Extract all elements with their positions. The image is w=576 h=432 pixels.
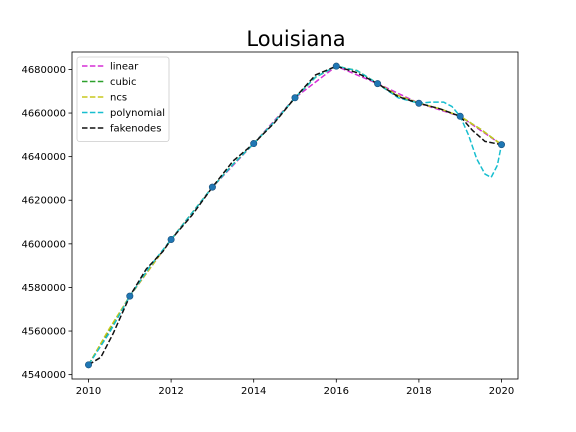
data-point <box>497 141 505 149</box>
x-tick-label: 2012 <box>158 386 183 397</box>
data-point <box>415 99 423 107</box>
y-tick-label: 4660000 <box>21 109 66 120</box>
legend-label-fakenodes: fakenodes <box>110 124 161 135</box>
legend-box <box>76 56 170 142</box>
series-line-polynomial <box>87 65 503 366</box>
y-tick-label: 4600000 <box>21 239 66 250</box>
y-tick-label: 4620000 <box>21 196 66 207</box>
series-group <box>87 65 503 366</box>
y-tick-label: 4680000 <box>21 65 66 76</box>
chart-title: Louisiana <box>246 27 345 51</box>
data-point <box>85 361 93 369</box>
data-point <box>208 183 216 191</box>
data-point <box>332 62 340 70</box>
data-point <box>250 140 258 148</box>
x-tick-label: 2018 <box>406 386 431 397</box>
y-tick-label: 4540000 <box>21 370 66 381</box>
x-tick-label: 2020 <box>489 386 514 397</box>
data-point <box>167 235 175 243</box>
plot-area <box>85 62 505 369</box>
axes: 2010 2012 2014 2016 2018 2020 4540000 4560000 45… <box>21 51 519 397</box>
legend-label-linear: linear <box>110 62 139 73</box>
data-point <box>374 80 382 88</box>
x-tick-label: 2014 <box>241 386 266 397</box>
legend-label-ncs: ncs <box>110 93 127 104</box>
plot-frame <box>71 51 519 380</box>
y-tick-label: 4640000 <box>21 152 66 163</box>
y-tick-label: 4580000 <box>21 283 66 294</box>
legend-label-cubic: cubic <box>110 77 136 88</box>
x-tick-label: 2010 <box>76 386 101 397</box>
series-line-fakenodes <box>88 65 502 366</box>
data-point <box>456 112 464 120</box>
legend-label-polynomial: polynomial <box>110 108 165 119</box>
data-point <box>291 94 299 102</box>
legend: linear cubic ncs polynomial fakenodes <box>76 56 170 142</box>
data-point <box>126 292 134 300</box>
y-tick-label: 4560000 <box>21 327 66 338</box>
x-tick-label: 2016 <box>324 386 349 397</box>
